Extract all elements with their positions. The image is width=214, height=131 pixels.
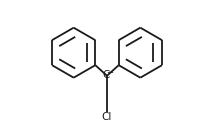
Text: Cl: Cl: [102, 112, 112, 122]
Text: −: −: [106, 68, 113, 77]
Text: C: C: [102, 70, 109, 80]
